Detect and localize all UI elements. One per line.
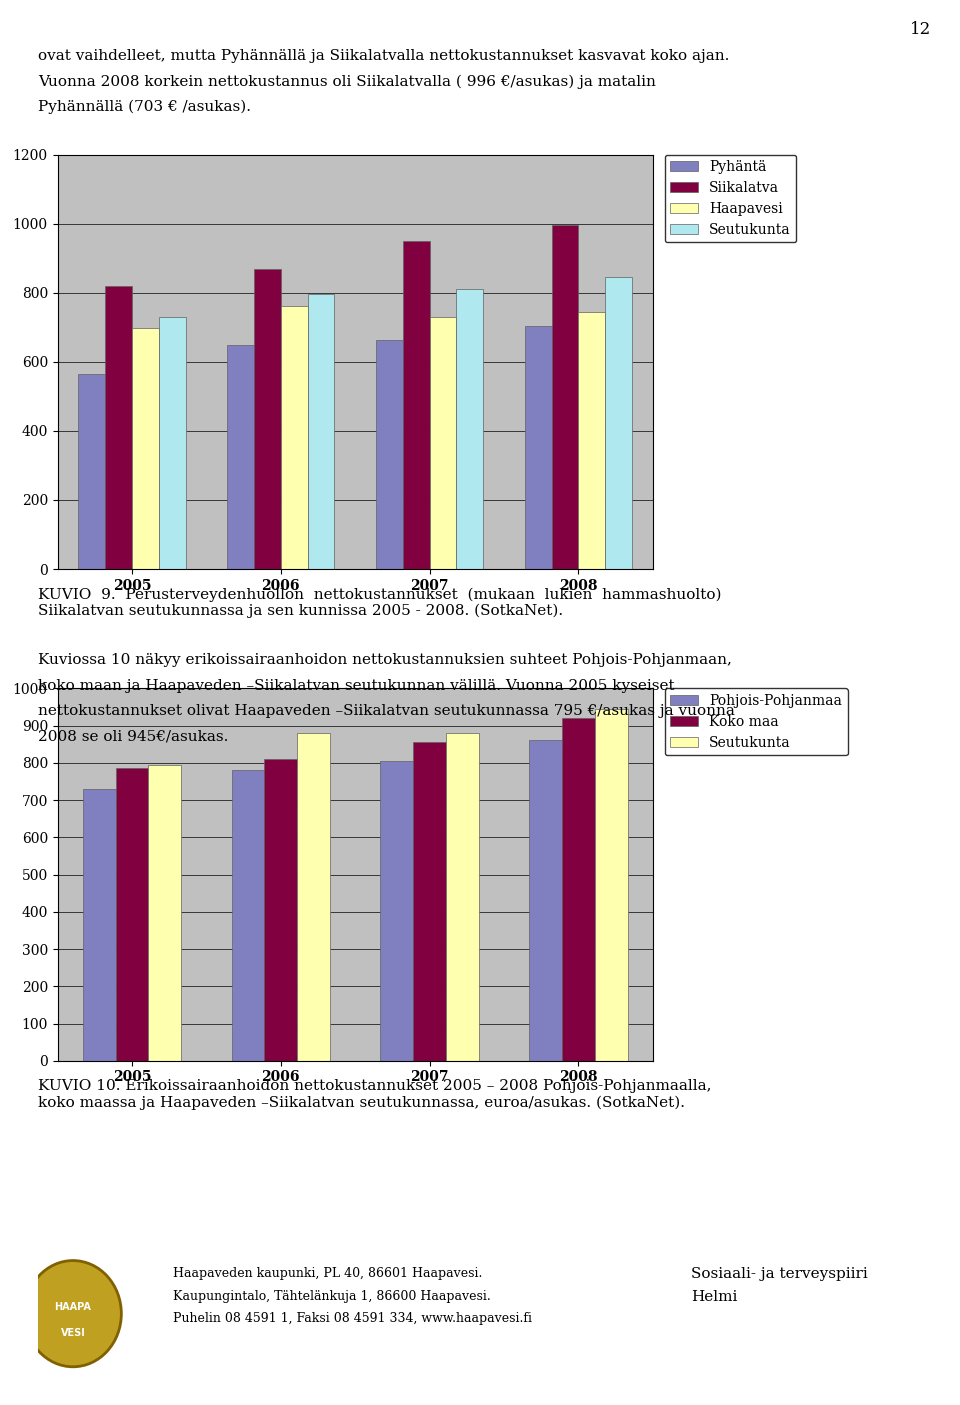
Text: Sosiaali- ja terveyspiiri
Helmi: Sosiaali- ja terveyspiiri Helmi [691, 1267, 868, 1304]
Circle shape [25, 1260, 121, 1367]
Text: Pyhännällä (703 € /asukas).: Pyhännällä (703 € /asukas). [38, 100, 252, 114]
Text: HAAPA: HAAPA [55, 1302, 91, 1312]
Bar [413, 742, 446, 1061]
Bar [376, 340, 403, 569]
Bar [562, 718, 595, 1061]
Text: koko maan ja Haapaveden –Siikalatvan seutukunnan välillä. Vuonna 2005 kyseiset: koko maan ja Haapaveden –Siikalatvan seu… [38, 679, 675, 693]
Bar [307, 295, 334, 569]
Bar [605, 277, 632, 569]
Text: KUVIO  9.  Perusterveydenhuollon  nettokustannukset  (mukaan  lukien  hammashuol: KUVIO 9. Perusterveydenhuollon nettokust… [38, 587, 722, 618]
Bar [552, 225, 578, 569]
Bar [231, 770, 264, 1061]
Bar [149, 764, 181, 1061]
Bar [578, 312, 605, 569]
Bar [298, 733, 330, 1061]
Bar [79, 374, 106, 569]
Text: nettokustannukset olivat Haapaveden –Siikalatvan seutukunnassa 795 €/asukas ja v: nettokustannukset olivat Haapaveden –Sii… [38, 704, 735, 718]
Bar [429, 318, 456, 569]
Bar [228, 344, 254, 569]
Text: VESI: VESI [60, 1328, 85, 1338]
Bar [158, 318, 185, 569]
Bar [264, 759, 298, 1061]
Text: KUVIO 10. Erikoissairaanhoidon nettokustannukset 2005 – 2008 Pohjois-Pohjanmaall: KUVIO 10. Erikoissairaanhoidon nettokust… [38, 1079, 712, 1110]
Legend: Pohjois-Pohjanmaa, Koko maa, Seutukunta: Pohjois-Pohjanmaa, Koko maa, Seutukunta [664, 688, 848, 756]
Text: 12: 12 [910, 21, 931, 38]
Bar [403, 240, 429, 569]
Text: ovat vaihdelleet, mutta Pyhännällä ja Siikalatvalla nettokustannukset kasvavat k: ovat vaihdelleet, mutta Pyhännällä ja Si… [38, 49, 730, 63]
Bar [254, 268, 280, 569]
Bar [595, 710, 628, 1061]
Text: 2008 se oli 945€/asukas.: 2008 se oli 945€/asukas. [38, 729, 228, 743]
Text: Kaupungintalo, Tähtelänkuja 1, 86600 Haapavesi.: Kaupungintalo, Tähtelänkuja 1, 86600 Haa… [173, 1290, 491, 1302]
Bar [115, 769, 149, 1061]
Bar [132, 329, 158, 569]
Bar [529, 740, 562, 1061]
Text: Haapaveden kaupunki, PL 40, 86601 Haapavesi.: Haapaveden kaupunki, PL 40, 86601 Haapav… [173, 1267, 482, 1280]
Bar [446, 733, 479, 1061]
Bar [280, 306, 307, 569]
Text: Kuviossa 10 näkyy erikoissairaanhoidon nettokustannuksien suhteet Pohjois-Pohjan: Kuviossa 10 näkyy erikoissairaanhoidon n… [38, 653, 732, 667]
Bar [83, 790, 115, 1061]
Bar [456, 289, 483, 569]
Bar [525, 326, 552, 569]
Text: Vuonna 2008 korkein nettokustannus oli Siikalatvalla ( 996 €/asukas) ja matalin: Vuonna 2008 korkein nettokustannus oli S… [38, 74, 657, 89]
Bar [380, 762, 413, 1061]
Bar [106, 285, 132, 569]
Legend: Pyhäntä, Siikalatva, Haapavesi, Seutukunta: Pyhäntä, Siikalatva, Haapavesi, Seutukun… [664, 155, 797, 243]
Text: Puhelin 08 4591 1, Faksi 08 4591 334, www.haapavesi.fi: Puhelin 08 4591 1, Faksi 08 4591 334, ww… [173, 1312, 532, 1325]
